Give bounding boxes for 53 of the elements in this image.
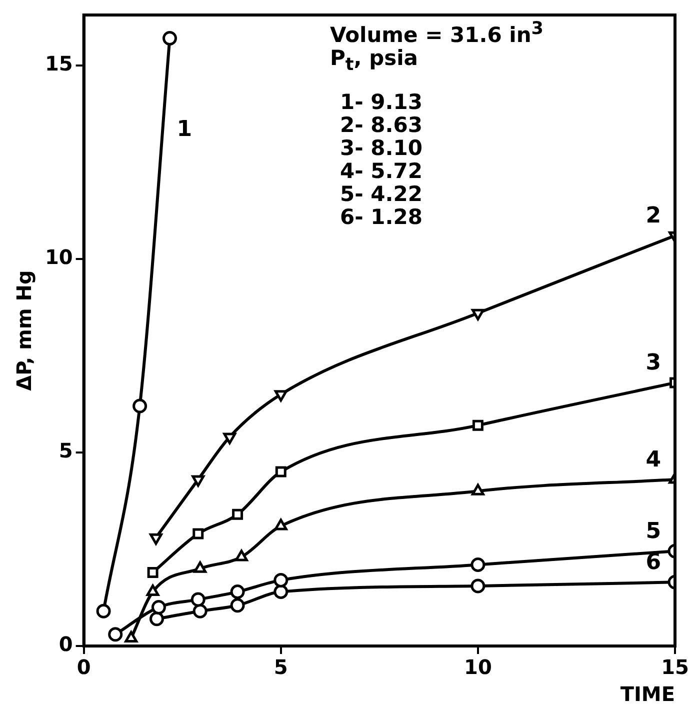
x-tick-label: 15	[661, 655, 689, 680]
annotation: 6- 1.28	[339, 205, 424, 230]
point	[194, 561, 207, 573]
point	[472, 420, 484, 431]
point	[470, 578, 486, 594]
point	[274, 518, 288, 530]
point	[132, 398, 148, 414]
point	[124, 631, 138, 643]
point	[470, 557, 486, 572]
point	[230, 584, 245, 600]
annotation: Volume = 31.6 in$^{3}$	[330, 18, 544, 47]
point	[192, 528, 204, 540]
point	[274, 572, 288, 588]
point	[223, 432, 236, 444]
point	[147, 566, 158, 578]
point	[472, 308, 484, 320]
annotation: 3- 8.10	[339, 136, 424, 160]
point	[96, 604, 111, 618]
series-label: 5	[646, 518, 661, 544]
point	[192, 475, 205, 487]
point	[235, 550, 248, 562]
annotation: P$_{t}$, psia	[330, 46, 419, 78]
point	[232, 508, 244, 520]
y-tick-label: 0	[58, 632, 73, 656]
y-tick-label: 15	[44, 52, 73, 76]
y-axis-title: ΔP, mm Hg	[12, 270, 36, 391]
point	[150, 533, 162, 545]
annotation: 2- 8.63	[339, 113, 424, 138]
annotation: 5- 4.22	[339, 182, 424, 206]
x-axis-title: TIME	[620, 682, 675, 706]
point	[192, 604, 208, 618]
annotation: 4- 5.72	[339, 159, 424, 184]
series-label: 2	[646, 203, 661, 228]
point	[274, 584, 288, 600]
point	[275, 466, 286, 478]
x-tick-label: 5	[274, 655, 288, 680]
y-tick-label: 10	[44, 245, 73, 270]
point	[149, 612, 164, 626]
point	[230, 598, 245, 613]
point	[146, 584, 160, 596]
series-label: 3	[646, 350, 661, 376]
annotation: 1- 9.13	[339, 90, 424, 114]
point	[151, 600, 166, 615]
series-label: 1	[176, 116, 192, 142]
x-tick-label: 0	[76, 655, 91, 680]
series-label: 6	[646, 550, 661, 575]
y-tick-label: 5	[58, 438, 73, 463]
x-tick-label: 10	[464, 655, 492, 680]
series-label: 4	[646, 447, 661, 472]
point	[190, 592, 206, 607]
point	[108, 627, 123, 642]
point	[274, 390, 288, 402]
point	[162, 30, 177, 46]
